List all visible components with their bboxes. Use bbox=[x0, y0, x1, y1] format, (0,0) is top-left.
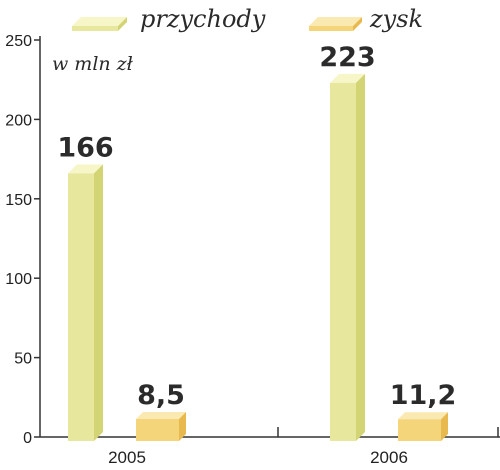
value-label-zysk-2005: 8,5 bbox=[137, 380, 185, 411]
legend-swatch-przychody-box bbox=[72, 17, 127, 31]
unit-label: w mln zł bbox=[52, 53, 134, 75]
bar-zysk-2005 bbox=[136, 412, 186, 441]
bar-przychody-2005 bbox=[68, 164, 103, 441]
legend-label-przychody: przychody bbox=[140, 5, 266, 33]
x-tick-label: 2005 bbox=[108, 448, 146, 467]
legend-swatch-zysk bbox=[309, 17, 362, 31]
legend-swatch-przychody bbox=[72, 17, 127, 31]
legend-label-zysk: zysk bbox=[369, 5, 423, 33]
y-tick-label: 250 bbox=[5, 33, 32, 50]
y-tick-label: 0 bbox=[23, 430, 32, 447]
value-labels: 166 223 8,5 11,2 bbox=[57, 42, 456, 411]
bar-przychody-2006 bbox=[330, 73, 365, 441]
y-tick-label: 150 bbox=[5, 192, 32, 209]
value-label-zysk-2006: 11,2 bbox=[390, 380, 457, 411]
y-tick-label: 200 bbox=[5, 112, 32, 129]
legend: przychody zysk bbox=[72, 5, 423, 33]
x-tick-label: 2006 bbox=[370, 448, 408, 467]
y-tick-label: 50 bbox=[14, 351, 32, 368]
bar-zysk-2006 bbox=[398, 412, 448, 441]
y-axis: 0 50 100 150 200 250 bbox=[5, 33, 41, 447]
legend-swatch-zysk-box bbox=[309, 17, 362, 31]
value-label-przychody-2005: 166 bbox=[57, 132, 113, 163]
value-label-przychody-2006: 223 bbox=[319, 42, 375, 73]
y-tick-label: 100 bbox=[5, 271, 32, 288]
bars bbox=[68, 73, 448, 441]
